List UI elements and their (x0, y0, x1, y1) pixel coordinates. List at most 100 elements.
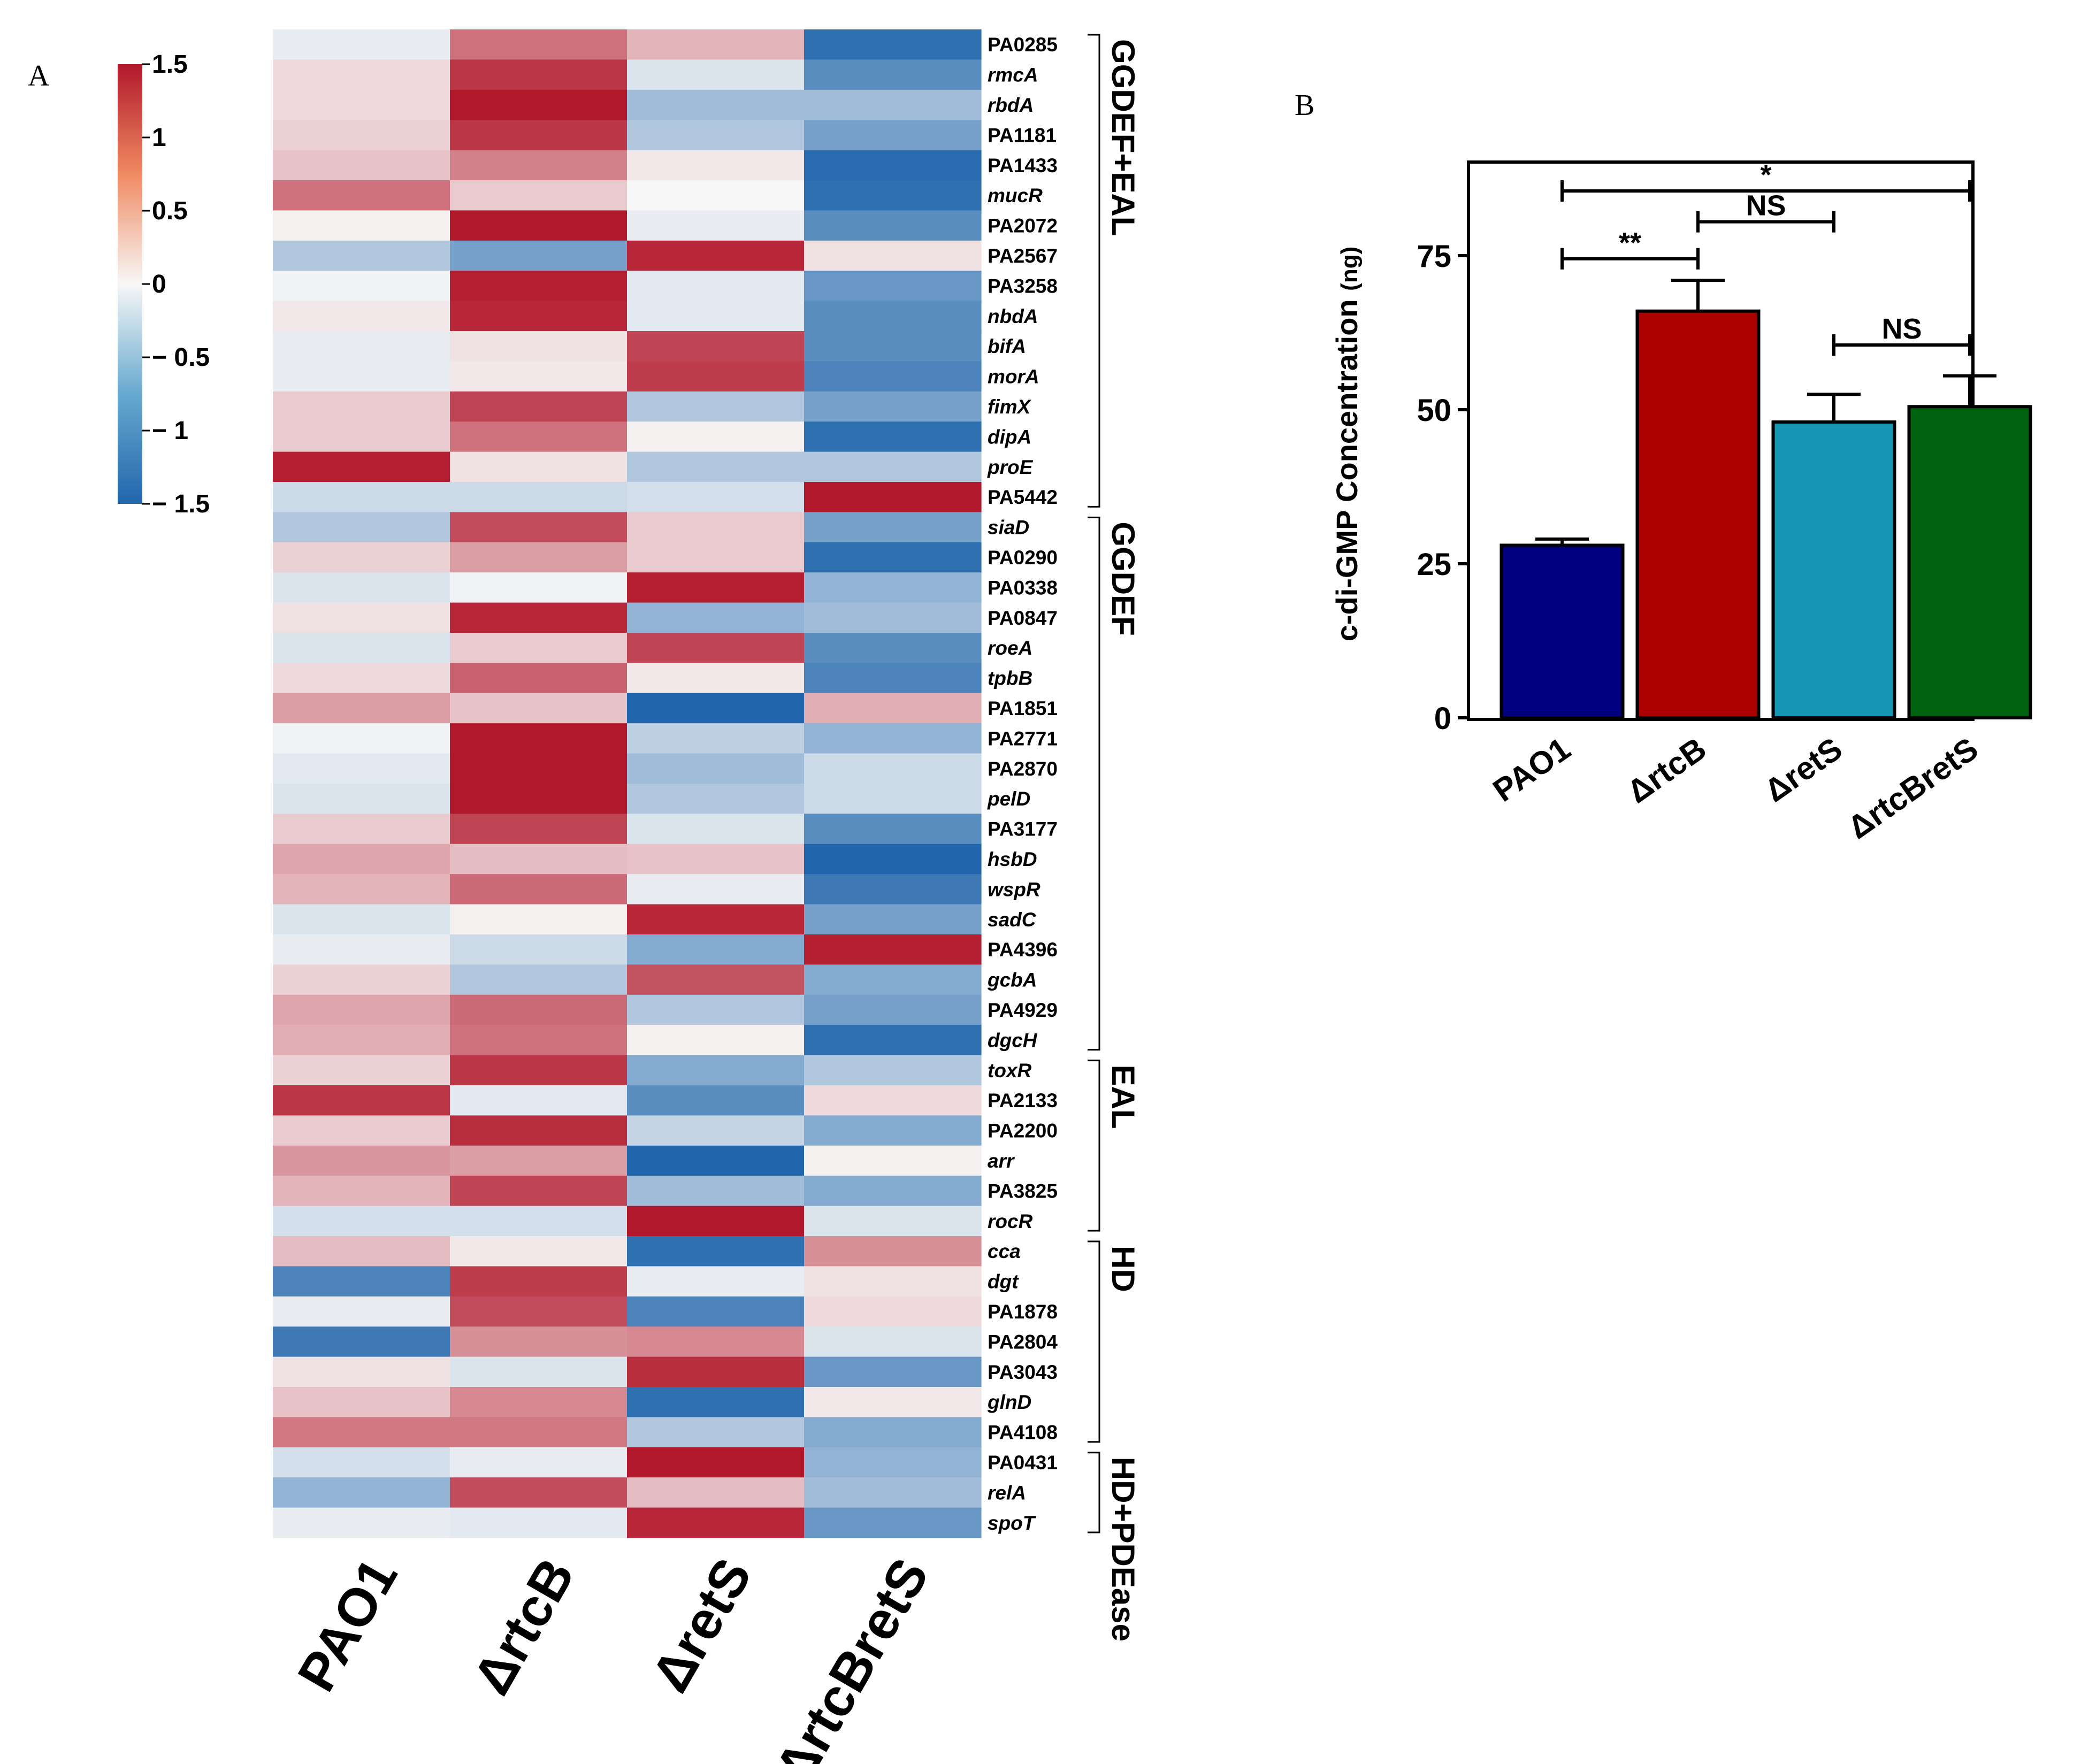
significance-bracket (1560, 180, 1971, 202)
heatmap-row-label: nbdA (988, 305, 1038, 327)
heatmap-cell (804, 904, 982, 935)
heatmap-cell (627, 331, 805, 362)
heatmap-cell (804, 89, 982, 120)
heatmap-cell (450, 301, 628, 332)
heatmap-cell (627, 421, 805, 452)
heatmap-cell (627, 89, 805, 120)
bar (1771, 420, 1896, 719)
y-tick-label: 50 (1417, 393, 1451, 428)
heatmap-cell (450, 753, 628, 784)
heatmap-cell (273, 1176, 450, 1207)
heatmap-cell (627, 1477, 805, 1508)
heatmap-cell (273, 874, 450, 905)
heatmap-row-label: dgt (988, 1271, 1019, 1293)
heatmap-row-label: roeA (988, 637, 1032, 659)
heatmap-cell (627, 663, 805, 694)
heatmap-cell (627, 814, 805, 845)
heatmap-row-label: tpbB (988, 668, 1032, 689)
x-tick-label: ΔrtcBretS (1841, 731, 1985, 846)
heatmap-cell (627, 542, 805, 573)
heatmap-cell (627, 723, 805, 754)
heatmap-cell (273, 59, 450, 90)
heatmap-cell (804, 1055, 982, 1086)
heatmap-cell (627, 1085, 805, 1116)
heatmap-row-label: PA1433 (988, 155, 1058, 177)
heatmap-cell (450, 120, 628, 151)
heatmap-cell (450, 391, 628, 422)
heatmap-cell (273, 1266, 450, 1297)
heatmap-row-label: PA0431 (988, 1452, 1058, 1474)
heatmap-cell (804, 602, 982, 633)
heatmap-cell (273, 1477, 450, 1508)
heatmap-column-label: ΔrtcBretS (763, 1548, 940, 1764)
heatmap-column-label: PAO1 (286, 1548, 409, 1701)
y-tick-label: 0 (1434, 701, 1451, 736)
heatmap-row-label: spoT (988, 1512, 1037, 1534)
heatmap-cell (450, 421, 628, 452)
group-label: HD (1105, 1246, 1141, 1292)
heatmap-cell (627, 301, 805, 332)
group-label: GGDEF (1105, 521, 1141, 635)
heatmap-row-label: siaD (988, 517, 1029, 539)
heatmap-cell (273, 1115, 450, 1146)
heatmap-cell (627, 210, 805, 241)
heatmap-row-label: sadC (988, 909, 1037, 931)
significance-bracket (1560, 248, 1700, 270)
heatmap-cell (450, 1025, 628, 1056)
heatmap-cell (627, 1145, 805, 1176)
group-label: HD+PDEase (1105, 1457, 1141, 1642)
heatmap-cell (627, 180, 805, 211)
heatmap-cell (804, 1085, 982, 1116)
heatmap-cell (273, 1417, 450, 1448)
heatmap-cell (450, 1296, 628, 1327)
heatmap-cell (627, 361, 805, 392)
heatmap-row-label: PA0847 (988, 607, 1058, 629)
heatmap-cell (450, 1326, 628, 1357)
heatmap-row-labels: PA0285 rmcA rbdA PA1181 PA1433 mucR PA2072 PA25… (987, 34, 1058, 1534)
bar (1635, 309, 1761, 719)
heatmap-cell (450, 1447, 628, 1478)
heatmap-cell (450, 29, 628, 60)
significance-label: * (1760, 159, 1771, 191)
heatmap-cell (273, 391, 450, 422)
heatmap-row-label: PA3043 (988, 1361, 1058, 1383)
heatmap-cell (273, 331, 450, 362)
heatmap-cell (627, 1326, 805, 1357)
heatmap-cell (804, 391, 982, 422)
significance-brackets: *NS**NS (1560, 159, 1971, 356)
heatmap-col-labels: PAO1 ΔrtcB ΔretS ΔrtcBretS (286, 1548, 940, 1764)
heatmap-cell (273, 210, 450, 241)
heatmap-cell (273, 1025, 450, 1056)
heatmap-cell (627, 904, 805, 935)
heatmap-cell (450, 693, 628, 724)
heatmap-row-label: PA0285 (988, 34, 1058, 56)
heatmap-cell (627, 1025, 805, 1056)
heatmap-row-label: mucR (988, 185, 1043, 206)
heatmap-cell (804, 301, 982, 332)
heatmap-cell (804, 572, 982, 603)
heatmap-cell (450, 1266, 628, 1297)
heatmap-cell (273, 1085, 450, 1116)
heatmap-row-label: proE (987, 456, 1034, 478)
heatmap-cell (273, 723, 450, 754)
heatmap-cell (273, 1236, 450, 1267)
heatmap-cell (804, 814, 982, 845)
heatmap-cell (627, 1266, 805, 1297)
heatmap-groups: GGDEF+EAL GGDEF EAL HD HD+PDEase (1088, 34, 1141, 1642)
heatmap-cell (450, 663, 628, 694)
heatmap-row-label: rocR (988, 1210, 1033, 1232)
panel-label-b: B (1295, 89, 1314, 122)
heatmap-cell (627, 1387, 805, 1417)
heatmap-cell (450, 451, 628, 482)
heatmap-cell (273, 572, 450, 603)
heatmap-row-label: dgcH (988, 1029, 1038, 1051)
heatmap-cell (804, 482, 982, 512)
heatmap-cell (450, 512, 628, 543)
heatmap-cell (450, 1236, 628, 1267)
group-label: GGDEF+EAL (1105, 39, 1141, 236)
heatmap-row-label: PA1181 (988, 124, 1057, 146)
heatmap-cell (273, 120, 450, 151)
heatmap-cell (273, 1055, 450, 1086)
